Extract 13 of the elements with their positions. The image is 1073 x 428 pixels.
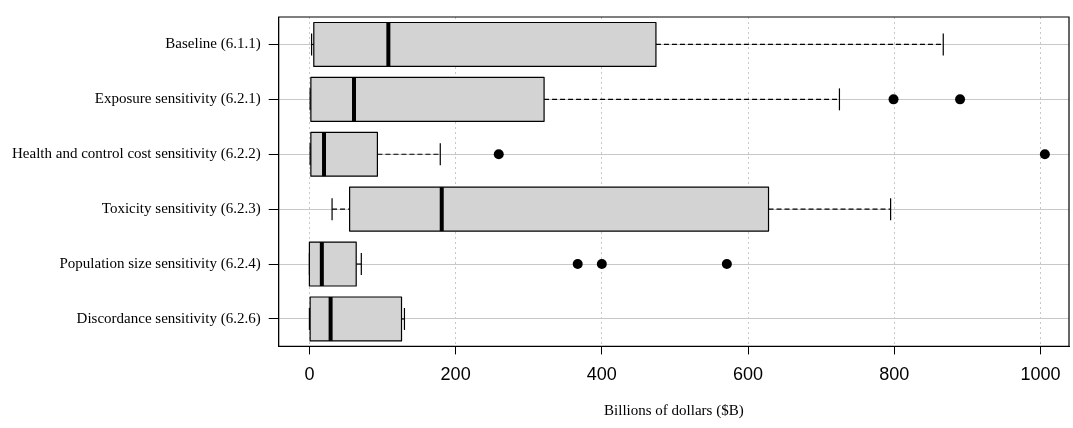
y-tick-label: Exposure sensitivity (6.2.1) [94, 90, 261, 108]
y-tick-label: Population size sensitivity (6.2.4) [59, 254, 261, 272]
x-tick-label: 200 [440, 364, 471, 385]
y-tick-label: Toxicity sensitivity (6.2.3) [101, 200, 261, 218]
y-tick-label: Baseline (6.1.1) [165, 35, 261, 53]
y-tick-label: Health and control cost sensitivity (6.2.2) [12, 145, 261, 163]
x-tick-label: 800 [879, 364, 910, 385]
x-axis-title: Billions of dollars ($B) [604, 401, 744, 419]
x-tick-label: 600 [733, 364, 764, 385]
y-tick-label: Discordance sensitivity (6.2.6) [76, 309, 261, 327]
x-tick-label: 1000 [1020, 364, 1061, 385]
x-tick-label: 400 [586, 364, 617, 385]
x-tick-label: 0 [304, 364, 315, 385]
